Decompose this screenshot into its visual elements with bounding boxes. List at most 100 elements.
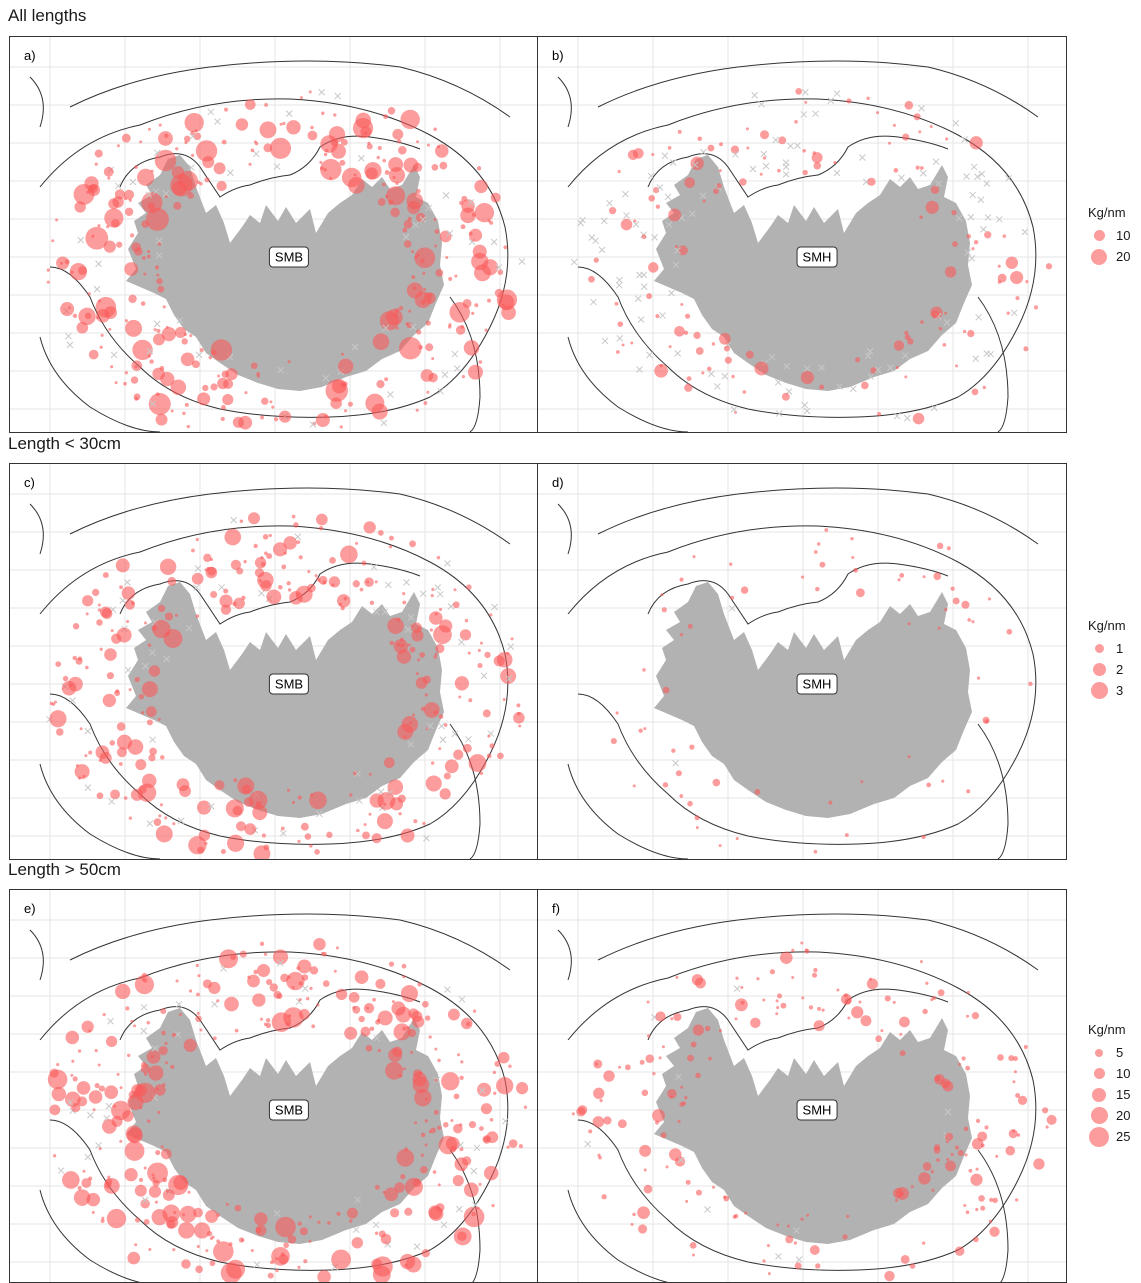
depth-contour <box>647 988 949 1051</box>
panel-label: f) <box>552 901 560 916</box>
zero-catch-marker <box>153 149 161 157</box>
catch-bubble <box>369 600 375 606</box>
catch-bubble <box>620 218 633 231</box>
catch-bubble <box>235 118 249 131</box>
catch-bubble <box>116 241 123 248</box>
catch-bubble <box>804 948 810 954</box>
catch-bubble <box>152 333 165 346</box>
catch-bubble <box>766 1244 770 1248</box>
catch-bubble <box>155 1149 161 1156</box>
depth-contour <box>557 503 572 555</box>
catch-bubble <box>141 220 149 228</box>
catch-bubble <box>407 643 411 647</box>
catch-bubble <box>942 1080 954 1092</box>
catch-bubble <box>641 1089 649 1097</box>
catch-bubble <box>140 711 145 715</box>
catch-bubble <box>802 169 808 176</box>
zero-catch-marker <box>403 578 410 586</box>
catch-bubble <box>980 1205 986 1211</box>
catch-bubble <box>660 1132 667 1139</box>
catch-bubble <box>297 795 302 800</box>
catch-bubble <box>385 1061 403 1080</box>
catch-bubble <box>193 1222 211 1239</box>
depth-contour <box>977 1149 1009 1282</box>
catch-bubble <box>610 737 617 745</box>
catch-bubble <box>412 1015 425 1028</box>
catch-bubble <box>971 388 979 396</box>
catch-bubble <box>648 194 656 202</box>
catch-bubble <box>723 345 730 352</box>
catch-bubble <box>403 735 407 739</box>
catch-bubble <box>523 1105 528 1109</box>
catch-bubble <box>271 1012 292 1032</box>
catch-bubble <box>298 555 303 560</box>
catch-bubble <box>152 1176 156 1180</box>
map-panel-c: c) SMB <box>9 463 539 860</box>
zero-catch-marker <box>279 829 287 837</box>
catch-bubble <box>262 533 269 540</box>
catch-bubble <box>734 1017 738 1021</box>
catch-bubble <box>677 245 688 256</box>
map-svg <box>538 890 1066 1282</box>
catch-bubble <box>653 187 660 194</box>
catch-bubble <box>52 1154 57 1158</box>
catch-bubble <box>1033 1158 1045 1170</box>
catch-bubble <box>158 814 162 818</box>
catch-bubble <box>363 823 367 827</box>
catch-bubble <box>341 167 362 188</box>
catch-bubble <box>124 319 128 323</box>
catch-bubble <box>457 1053 461 1057</box>
catch-bubble <box>962 329 967 334</box>
catch-bubble <box>648 262 659 273</box>
catch-bubble <box>884 995 891 1002</box>
depth-contour <box>977 296 1009 432</box>
zero-catch-marker <box>152 188 160 195</box>
catch-bubble <box>362 831 370 840</box>
catch-bubble <box>860 1015 872 1027</box>
catch-bubble <box>51 702 56 706</box>
catch-bubble <box>443 1121 449 1128</box>
catch-bubble <box>375 978 386 989</box>
catch-bubble <box>494 1060 501 1067</box>
catch-bubble <box>434 1078 438 1082</box>
catch-bubble <box>571 1112 575 1116</box>
catch-bubble <box>950 1152 954 1157</box>
catch-bubble <box>645 1054 655 1063</box>
catch-bubble <box>436 1125 442 1130</box>
catch-bubble <box>963 1126 969 1132</box>
size-legend-1: Kg/nm 10 20 <box>1088 205 1130 267</box>
catch-bubble <box>383 114 389 120</box>
catch-bubble <box>46 280 50 284</box>
catch-bubble <box>695 347 704 355</box>
catch-bubble <box>813 1020 825 1032</box>
catch-bubble <box>211 1235 215 1239</box>
zero-catch-marker <box>691 161 699 169</box>
catch-bubble <box>654 1120 660 1125</box>
catch-bubble <box>679 1101 685 1107</box>
catch-bubble <box>965 1210 970 1215</box>
catch-bubble <box>592 1116 605 1128</box>
catch-bubble <box>476 1206 480 1210</box>
catch-bubble <box>421 1249 430 1258</box>
catch-bubble <box>489 613 493 617</box>
catch-bubble <box>402 975 406 979</box>
catch-bubble <box>110 789 120 800</box>
catch-bubble <box>685 1179 691 1185</box>
catch-bubble <box>929 125 933 129</box>
zero-catch-marker <box>669 159 677 166</box>
catch-bubble <box>462 743 472 753</box>
zero-catch-marker <box>699 148 707 156</box>
catch-bubble <box>689 744 695 750</box>
catch-bubble <box>776 1223 780 1227</box>
catch-bubble <box>352 580 360 588</box>
zero-catch-marker <box>386 391 394 398</box>
zero-catch-marker <box>952 119 960 127</box>
catch-bubble <box>402 600 407 605</box>
catch-bubble <box>1002 234 1007 238</box>
zero-catch-marker <box>419 216 427 223</box>
catch-bubble <box>109 740 115 746</box>
zero-catch-marker <box>354 1196 361 1204</box>
catch-bubble <box>55 218 59 222</box>
zero-catch-marker <box>285 110 293 117</box>
catch-bubble <box>498 294 515 311</box>
